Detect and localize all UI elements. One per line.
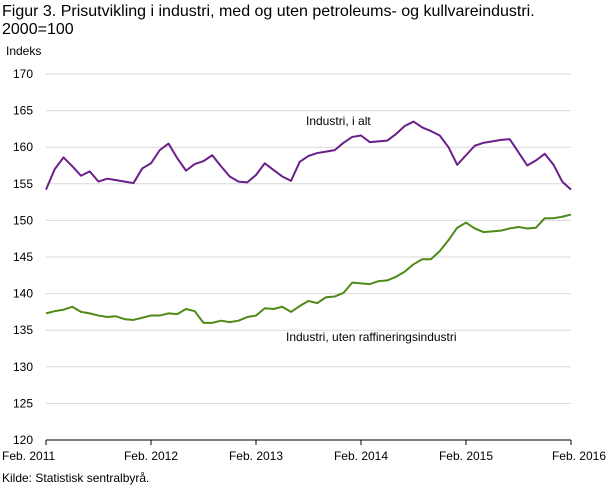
y-tick-label: 155 bbox=[13, 177, 33, 191]
y-tick-label: 160 bbox=[13, 140, 33, 154]
x-tick-label: Feb. 2015 bbox=[439, 449, 493, 463]
y-axis-title: Indeks bbox=[6, 44, 41, 58]
x-tick-label: Feb. 2016 bbox=[552, 449, 606, 463]
y-tick-label: 125 bbox=[13, 396, 33, 410]
y-tick-label: 165 bbox=[13, 104, 33, 118]
source-note: Kilde: Statistisk sentralbyrå. bbox=[2, 471, 150, 485]
y-tick-label: 150 bbox=[13, 213, 33, 227]
series-line bbox=[45, 213, 572, 324]
series-lines bbox=[45, 120, 572, 324]
gridlines bbox=[46, 73, 571, 404]
series-labels: Industri, i alt Industri, uten raffinerin… bbox=[286, 114, 457, 344]
y-tick-label: 130 bbox=[13, 360, 33, 374]
chart-title: Figur 3. Prisutvikling i industri, med o… bbox=[2, 3, 535, 38]
y-tick-label: 120 bbox=[13, 433, 33, 447]
series-label: Industri, i alt bbox=[306, 114, 371, 128]
y-tick-label: 140 bbox=[13, 287, 33, 301]
x-tick-label: Feb. 2014 bbox=[334, 449, 388, 463]
series-label: Industri, uten raffineringsindustri bbox=[286, 330, 457, 344]
series-line bbox=[45, 120, 572, 191]
x-tick-label: Feb. 2012 bbox=[124, 449, 178, 463]
y-tick-label: 145 bbox=[13, 250, 33, 264]
y-tick-label: 135 bbox=[13, 323, 33, 337]
axes: 120 125 130 135 140 145 150 155 160 165 170 Indeks F… bbox=[2, 44, 606, 463]
y-tick-label: 170 bbox=[13, 67, 33, 81]
x-tick-label: Feb. 2011 bbox=[2, 449, 55, 463]
x-tick-label: Feb. 2013 bbox=[229, 449, 283, 463]
